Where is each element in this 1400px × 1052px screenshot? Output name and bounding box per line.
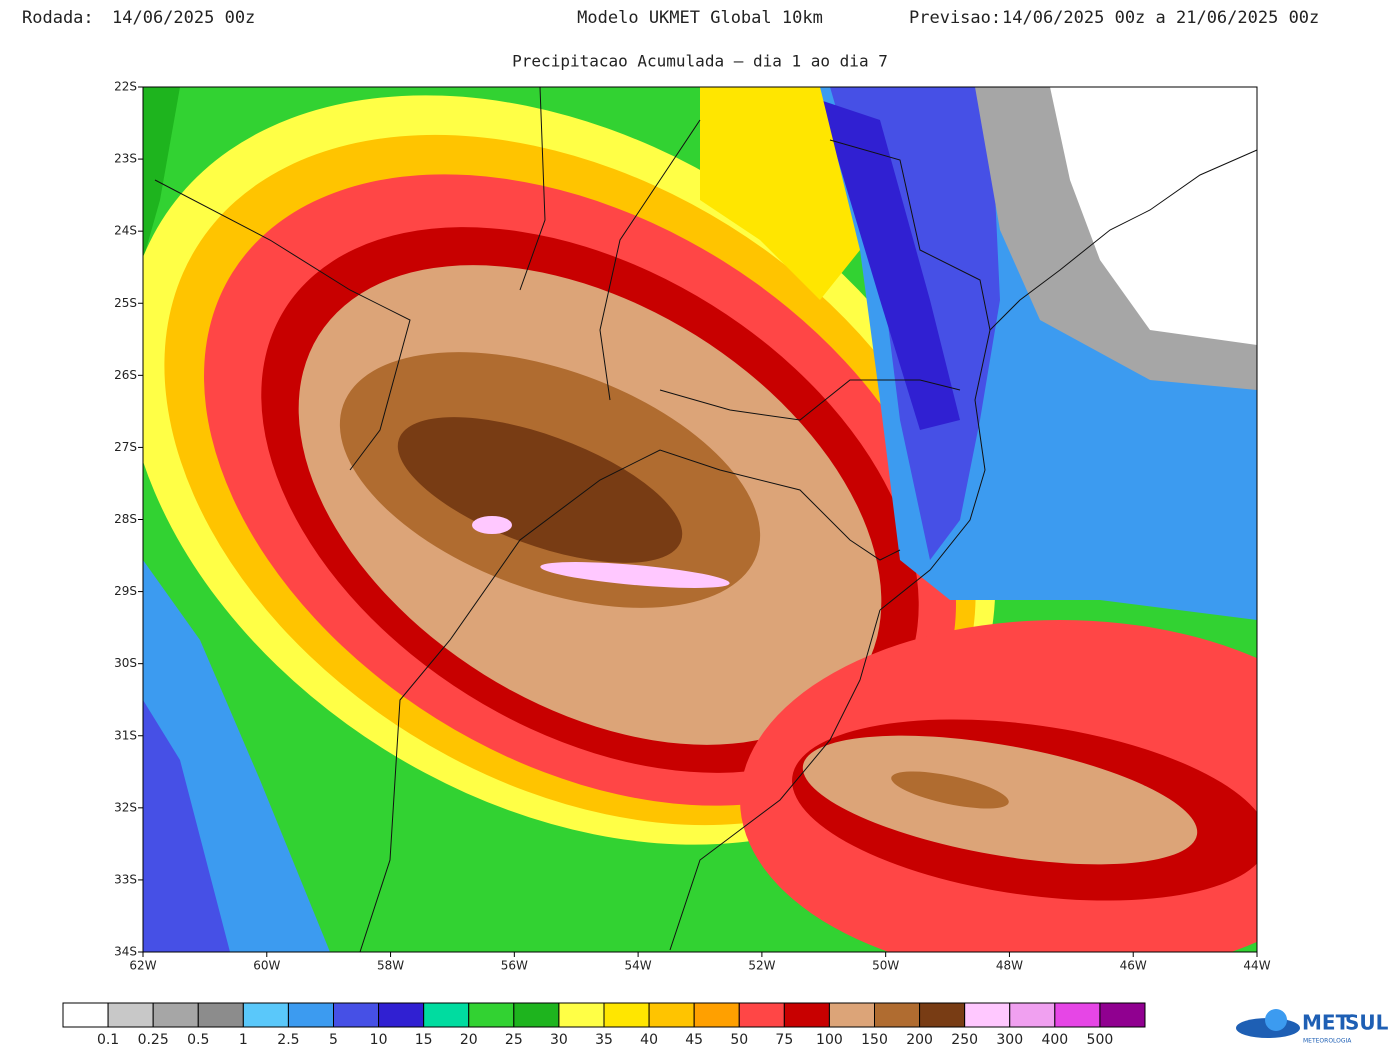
lat-label: 27S: [114, 440, 137, 454]
lon-label: 56W: [501, 959, 528, 973]
legend-swatch: [783, 1002, 830, 1028]
legend-swatch: [62, 1002, 109, 1028]
legend-swatch: [197, 1002, 244, 1028]
legend-swatch: [1054, 1002, 1101, 1028]
legend-swatch: [1099, 1002, 1146, 1028]
lat-label: 29S: [114, 584, 137, 598]
legend-swatch: [603, 1002, 650, 1028]
legend-swatch: [333, 1002, 380, 1028]
lon-label: 54W: [625, 959, 652, 973]
legend-level: 30: [550, 1032, 568, 1048]
lon-label: 60W: [253, 959, 280, 973]
legend: 0.1 0.25 0.5 1 2.5 5 10 15 20 25 30 35 40 45 50 75 100 15…: [62, 1002, 1146, 1048]
legend-level: 300: [996, 1032, 1023, 1048]
legend-level: 0.1: [97, 1032, 119, 1048]
legend-level: 50: [730, 1032, 748, 1048]
legend-swatch: [919, 1002, 966, 1028]
legend-swatch: [874, 1002, 921, 1028]
legend-level: 10: [370, 1032, 388, 1048]
lat-label: 26S: [114, 368, 137, 382]
legend-swatch: [558, 1002, 605, 1028]
legend-swatch: [242, 1002, 289, 1028]
run-label: Rodada:: [22, 8, 94, 28]
legend-swatch: [287, 1002, 334, 1028]
legend-swatch: [828, 1002, 876, 1028]
forecast-label: Previsao:: [909, 8, 1001, 28]
legend-level: 15: [415, 1032, 433, 1048]
legend-level: 1: [239, 1032, 248, 1048]
legend-level: 2.5: [277, 1032, 299, 1048]
forecast-value: 14/06/2025 00z a 21/06/2025 00z: [1002, 8, 1319, 28]
legend-level: 150: [861, 1032, 888, 1048]
legend-level: 5: [329, 1032, 338, 1048]
legend-level: 400: [1041, 1032, 1068, 1048]
model-title: Modelo UKMET Global 10km: [577, 8, 823, 28]
lat-label: 22S: [114, 80, 137, 94]
legend-level: 25: [505, 1032, 523, 1048]
lon-label: 44W: [1243, 959, 1270, 973]
legend-swatch: [738, 1002, 785, 1028]
subtitle: Precipitacao Acumulada — dia 1 ao dia 7: [512, 52, 888, 71]
legend-level: 40: [640, 1032, 658, 1048]
borders: [154, 86, 1258, 953]
lon-label: 48W: [996, 959, 1023, 973]
legend-swatch: [152, 1002, 199, 1028]
legend-level: 35: [595, 1032, 613, 1048]
legend-swatch: [468, 1002, 515, 1028]
lat-label: 34S: [114, 945, 137, 959]
logo: MET SUL METEOROLOGIA: [1236, 1009, 1389, 1045]
legend-swatch: [964, 1002, 1011, 1028]
lat-label: 23S: [114, 152, 137, 166]
legend-swatch: [693, 1002, 740, 1028]
legend-level: 20: [460, 1032, 478, 1048]
legend-level: 45: [685, 1032, 703, 1048]
legend-level: 75: [775, 1032, 793, 1048]
legend-level: 250: [951, 1032, 978, 1048]
run-value: 14/06/2025 00z: [112, 8, 255, 28]
legend-swatch: [107, 1002, 154, 1028]
lat-label: 32S: [114, 800, 137, 814]
legend-level: 0.25: [138, 1032, 169, 1048]
lon-label: 52W: [748, 959, 775, 973]
legend-level: 200: [906, 1032, 933, 1048]
logo-name-a: MET: [1302, 1011, 1350, 1035]
legend-swatch: [648, 1002, 695, 1028]
legend-level: 0.5: [187, 1032, 209, 1048]
lat-label: 33S: [114, 872, 137, 886]
legend-swatch: [423, 1002, 470, 1028]
legend-swatch: [378, 1002, 425, 1028]
legend-swatch: [1009, 1002, 1056, 1028]
lat-label: 28S: [114, 512, 137, 526]
lat-label: 24S: [114, 224, 137, 238]
lat-label: 31S: [114, 728, 137, 742]
legend-level: 100: [816, 1032, 843, 1048]
lon-label: 58W: [377, 959, 404, 973]
legend-swatch: [513, 1002, 560, 1028]
legend-level: 500: [1087, 1032, 1114, 1048]
logo-tagline: METEOROLOGIA: [1303, 1038, 1352, 1045]
lat-label: 25S: [114, 296, 137, 310]
logo-name-b: SUL: [1345, 1011, 1389, 1035]
lat-label: 30S: [114, 656, 137, 670]
lon-label: 62W: [129, 959, 156, 973]
lon-label: 46W: [1120, 959, 1147, 973]
axes: 22S23S24S25S26S27S28S29S30S31S32S33S34S6…: [114, 80, 1271, 973]
precip-field: [143, 87, 1257, 952]
lon-label: 50W: [872, 959, 899, 973]
